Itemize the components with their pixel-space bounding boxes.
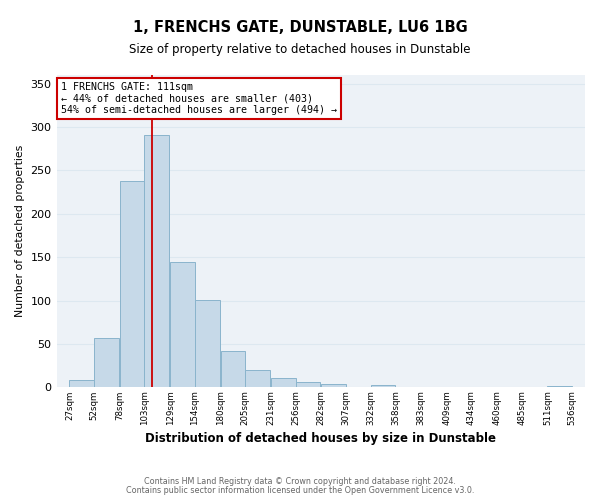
Bar <box>145 135 169 388</box>
Bar <box>547 386 572 388</box>
Text: Contains public sector information licensed under the Open Government Licence v3: Contains public sector information licen… <box>126 486 474 495</box>
Bar <box>94 338 119 388</box>
Text: Contains HM Land Registry data © Crown copyright and database right 2024.: Contains HM Land Registry data © Crown c… <box>144 477 456 486</box>
Bar <box>170 262 195 388</box>
X-axis label: Distribution of detached houses by size in Dunstable: Distribution of detached houses by size … <box>145 432 496 445</box>
Bar <box>271 378 296 388</box>
Text: 1, FRENCHS GATE, DUNSTABLE, LU6 1BG: 1, FRENCHS GATE, DUNSTABLE, LU6 1BG <box>133 20 467 35</box>
Bar <box>120 181 145 388</box>
Bar <box>371 385 395 388</box>
Text: 1 FRENCHS GATE: 111sqm
← 44% of detached houses are smaller (403)
54% of semi-de: 1 FRENCHS GATE: 111sqm ← 44% of detached… <box>61 82 337 115</box>
Bar <box>195 300 220 388</box>
Y-axis label: Number of detached properties: Number of detached properties <box>15 145 25 318</box>
Bar <box>245 370 270 388</box>
Bar <box>321 384 346 388</box>
Bar <box>221 351 245 388</box>
Text: Size of property relative to detached houses in Dunstable: Size of property relative to detached ho… <box>129 42 471 56</box>
Bar <box>296 382 320 388</box>
Bar <box>70 380 94 388</box>
